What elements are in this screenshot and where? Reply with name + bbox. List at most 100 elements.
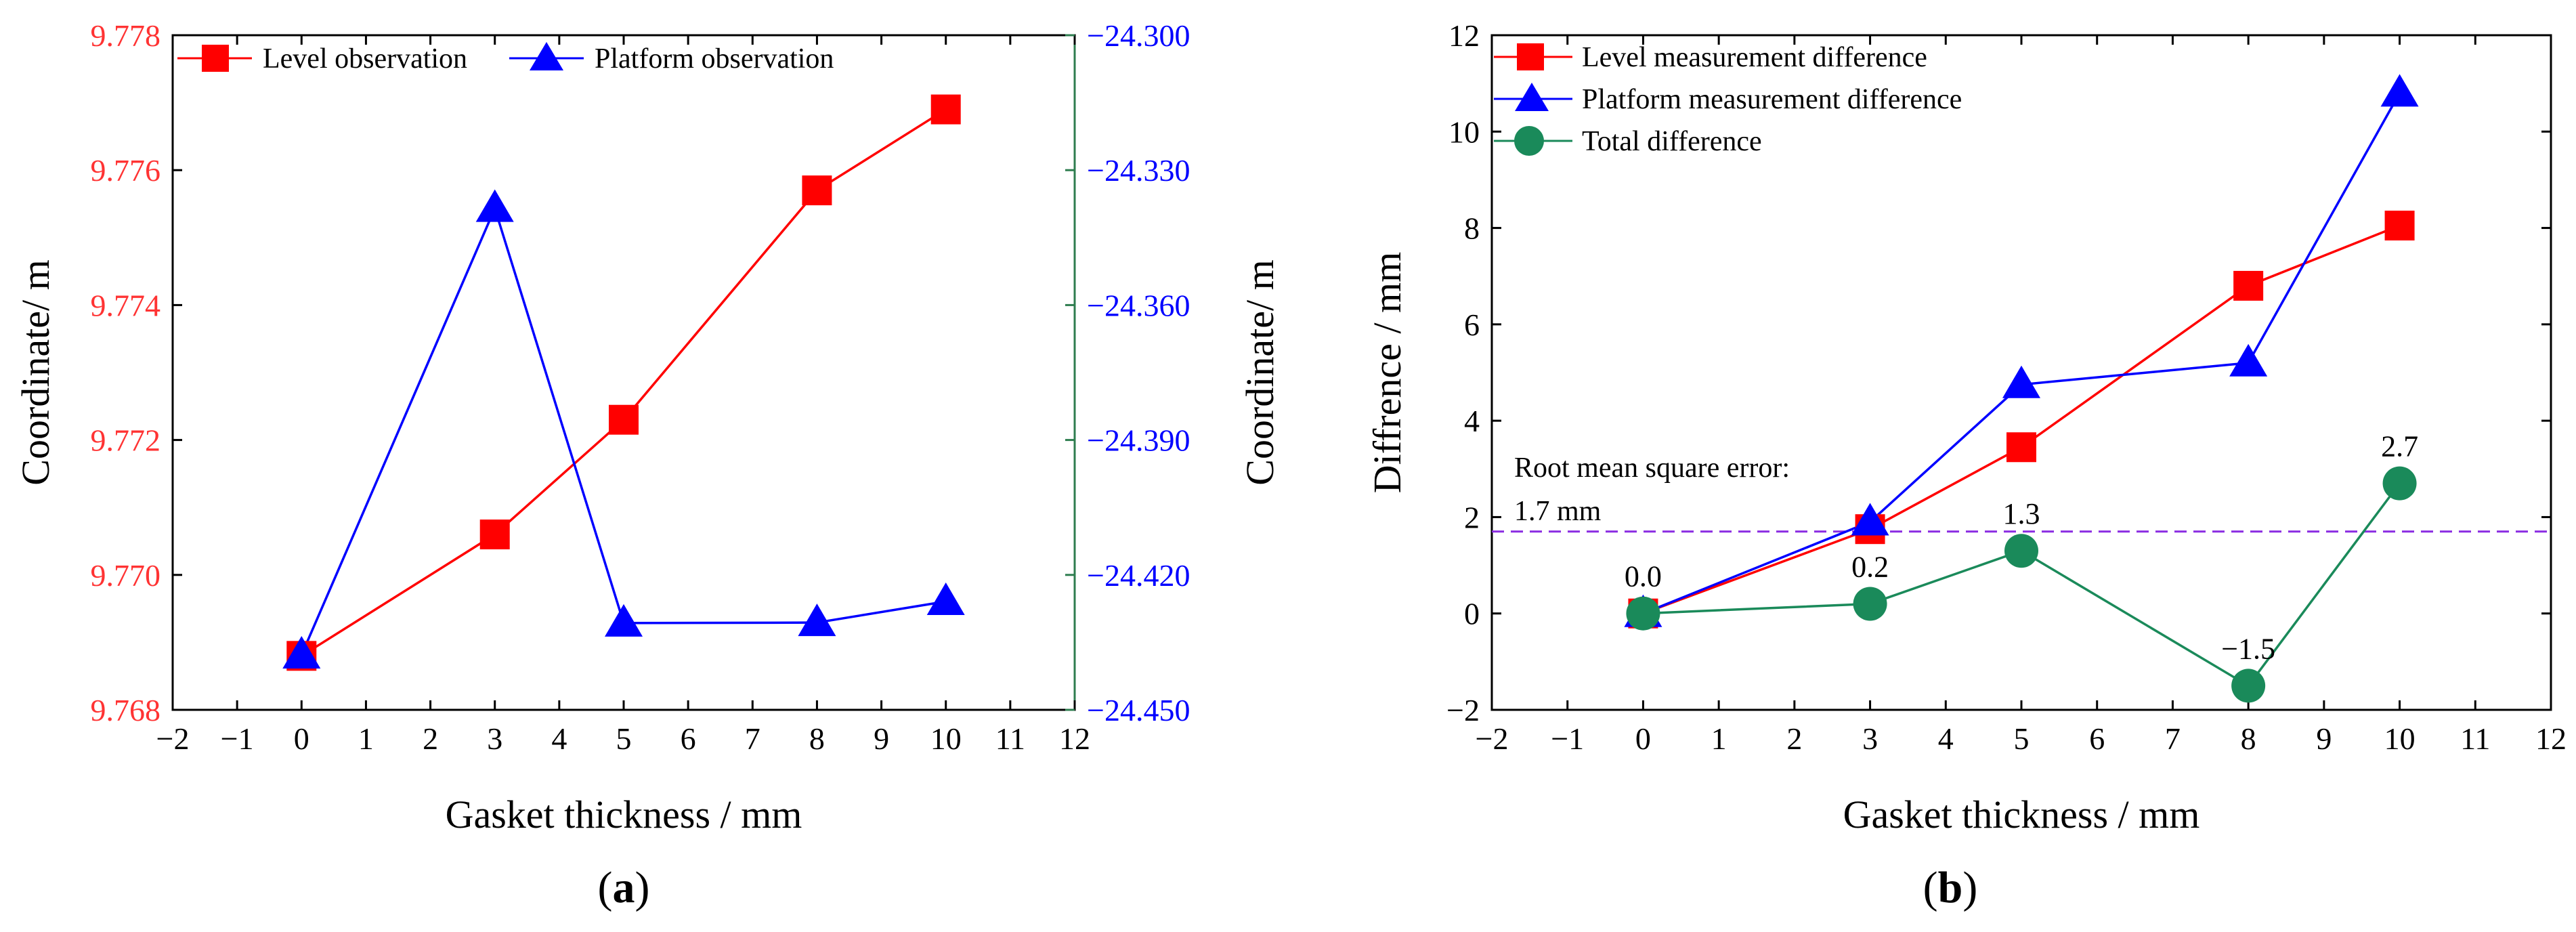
y-axis-a-right-tick-label: −24.330 (1087, 153, 1190, 188)
series-b-0-point (2233, 270, 2264, 301)
legend-b-platform-marker (1515, 83, 1549, 111)
x-axis-b-tick-label: 2 (1786, 721, 1802, 756)
x-axis-a-tick-label: 4 (551, 721, 567, 756)
x-axis-a-tick-label: 3 (487, 721, 502, 756)
series-a-1-point (605, 603, 643, 637)
rmse-label-line2: 1.7 mm (1514, 496, 1602, 527)
x-axis-a-tick-label: 9 (874, 721, 889, 756)
series-b-1-point (1851, 503, 1889, 536)
series-markers-b (1624, 74, 2419, 703)
series-b-2-point (2004, 534, 2038, 568)
x-axis-a-tick-label: 8 (809, 721, 825, 756)
legend-a-level-label: Level observation (263, 43, 467, 75)
series-a-0-point (479, 520, 510, 550)
y-axis-b-tick-label: 10 (1448, 114, 1480, 149)
total-difference-data-label: 0.0 (1625, 560, 1662, 593)
x-axis-b-tick-label: 8 (2241, 721, 2256, 756)
x-axis-a-tick-label: −1 (221, 721, 254, 756)
panel-b-caption: (b) (1923, 863, 1978, 912)
series-a-1-point (926, 582, 965, 615)
series-b-2-point (1626, 596, 1660, 631)
total-difference-data-label: 1.3 (2003, 497, 2040, 530)
y-axis-b: −2 0 2 4 6 8 10 12 (1446, 18, 2551, 727)
y-axis-b-tick-label: 8 (1464, 211, 1480, 246)
x-axis-b-tick-label: 10 (2384, 721, 2416, 756)
x-axis-b-tick-label: 3 (1862, 721, 1878, 756)
series-b-1-point (2229, 343, 2268, 377)
series-b-2-point (1853, 587, 1887, 621)
y-axis-b-tick-label: 6 (1464, 308, 1480, 342)
x-axis-b-tick-label: 5 (2014, 721, 2030, 756)
x-axis-b-tick-label: −1 (1551, 721, 1584, 756)
series-a-0-point (609, 404, 639, 435)
y-axis-left-a: 9.768 9.770 9.772 9.774 9.776 9.778 (91, 18, 182, 727)
y-axis-a-left-tick-label: 9.774 (91, 288, 161, 322)
x-axis-b-label: Gasket thickness / mm (1843, 792, 2200, 836)
series-b-0-point (2384, 211, 2415, 241)
x-axis-a-tick-label: 6 (681, 721, 696, 756)
series-a-0-point (802, 175, 832, 206)
y-axis-a-right-tick-label: −24.390 (1087, 423, 1190, 458)
y-axis-a-left-tick-label: 9.776 (91, 153, 161, 188)
y-axis-b-label: Diffrence / mm (1365, 252, 1409, 493)
legend-a-platform-marker (530, 42, 563, 70)
x-axis-b-tick-label: 4 (1938, 721, 1954, 756)
x-axis-b-tick-label: −2 (1476, 721, 1509, 756)
y-axis-a-right-tick-label: −24.420 (1087, 558, 1190, 593)
x-axis-b-tick-label: 9 (2316, 721, 2332, 756)
x-axis-a: −2 −1 0 1 2 3 4 5 6 7 8 9 10 11 12 (156, 35, 1090, 756)
series-a-1-point (282, 635, 321, 669)
legend-a-level-marker (202, 45, 229, 72)
legend-b-total-marker (1514, 126, 1544, 156)
y-axis-a-left-tick-label: 9.770 (91, 558, 161, 593)
series-a-1-point (798, 603, 836, 637)
x-axis-a-tick-label: 1 (358, 721, 374, 756)
legend-b-level-marker (1517, 43, 1544, 70)
series-a-0-line (301, 108, 947, 657)
x-axis-b-tick-label: 7 (2165, 721, 2181, 756)
x-axis-b: −2 −1 0 1 2 3 4 5 6 7 8 9 10 11 12 (1476, 35, 2567, 756)
x-axis-b-tick-label: 1 (1711, 721, 1727, 756)
y-axis-a-right-tick-label: −24.450 (1087, 693, 1190, 727)
y-axis-a-left-tick-label: 9.772 (91, 423, 161, 458)
y-axis-a-right-tick-label: −24.300 (1087, 18, 1190, 53)
point-labels-b: 0.0 0.2 1.3 −1.5 2.7 (1625, 430, 2418, 666)
y-axis-b-tick-label: 2 (1464, 500, 1480, 534)
series-b-2-point (2231, 669, 2266, 703)
y-axis-a-left-label: Coordinate/ m (14, 259, 58, 485)
x-axis-b-tick-label: 11 (2460, 721, 2490, 756)
total-difference-data-label: 0.2 (1851, 550, 1889, 583)
y-axis-a-left-tick-label: 9.778 (91, 18, 161, 53)
series-b-0-point (2006, 432, 2036, 463)
legend-b-level-label: Level measurement difference (1582, 42, 1927, 73)
y-axis-a-right-label: Coordinate/ m (1238, 259, 1282, 485)
series-b-1-point (2380, 74, 2419, 107)
x-axis-a-tick-label: −2 (156, 721, 190, 756)
y-axis-b-tick-label: 12 (1448, 18, 1480, 53)
y-axis-b-tick-label: 4 (1464, 404, 1480, 438)
x-axis-a-tick-label: 2 (423, 721, 438, 756)
panel-b-letter: b (1938, 863, 1963, 912)
series-lines-a (300, 108, 947, 657)
x-axis-a-label: Gasket thickness / mm (446, 792, 802, 836)
series-b-2-point (2382, 466, 2417, 501)
x-axis-b-tick-label: 0 (1635, 721, 1651, 756)
series-a-1-point (475, 189, 514, 222)
legend-b-total-label: Total difference (1582, 126, 1762, 157)
x-axis-a-tick-label: 11 (995, 721, 1025, 756)
y-axis-b-tick-label: −2 (1446, 693, 1480, 727)
x-axis-a-tick-label: 7 (745, 721, 760, 756)
rmse-label-line1: Root mean square error: (1514, 452, 1790, 484)
panel-a-letter: a (613, 863, 635, 912)
y-axis-a-right-tick-label: −24.360 (1087, 288, 1190, 322)
legend-a: Level observation Platform observation (177, 42, 834, 75)
panel-a: −2 −1 0 1 2 3 4 5 6 7 8 9 10 11 12 9.7689.7709.7729.77… (14, 18, 1282, 912)
y-axis-right-a: −24.450 −24.420 −24.390 −24.360 −24.330 −24.3… (1065, 18, 1190, 727)
legend-b-platform-label: Platform measurement difference (1582, 84, 1962, 115)
x-axis-a-tick-label: 10 (930, 721, 962, 756)
x-axis-a-tick-label: 12 (1059, 721, 1090, 756)
series-b-1-point (2002, 365, 2040, 398)
x-axis-a-tick-label: 5 (616, 721, 632, 756)
